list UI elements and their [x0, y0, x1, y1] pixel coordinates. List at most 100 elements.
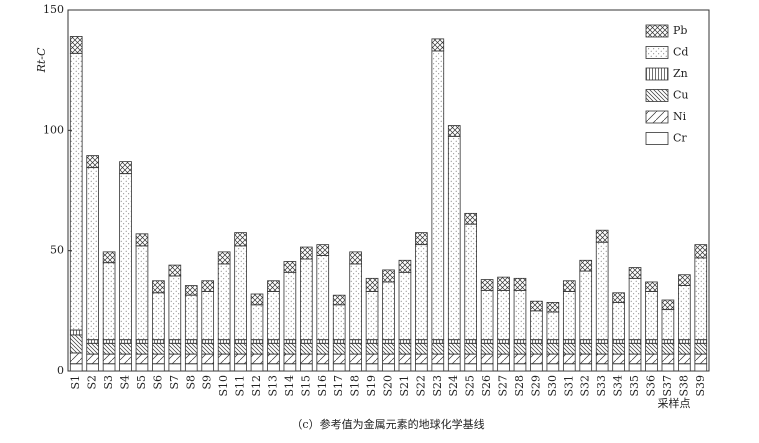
x-tick-label: S8 — [184, 375, 197, 390]
x-tick-label: S38 — [677, 375, 690, 397]
legend-swatch — [645, 132, 669, 145]
bar-segment — [365, 363, 379, 372]
bar-segment — [595, 363, 609, 372]
legend-label: Cr — [673, 132, 687, 145]
bar-segment — [365, 339, 379, 344]
bar-segment — [250, 339, 264, 344]
bar-segment — [184, 294, 198, 341]
bar-segment — [382, 353, 395, 365]
bar-segment — [612, 363, 625, 372]
bar-segment — [184, 363, 198, 372]
bar-segment — [234, 232, 247, 247]
legend-label: Zn — [673, 67, 688, 80]
bar-segment — [579, 259, 593, 272]
bar-segment — [562, 339, 576, 344]
x-tick-label: S18 — [349, 375, 362, 397]
bar-segment — [694, 363, 708, 372]
bar-segment — [332, 294, 346, 306]
y-tick-label: 100 — [43, 123, 64, 136]
bar-segment — [267, 339, 280, 344]
bar-segment — [480, 339, 494, 344]
bar-segment — [168, 363, 182, 372]
bar-segment — [234, 245, 247, 341]
bar-segment — [69, 52, 83, 331]
bar-segment — [497, 342, 510, 355]
bar-segment — [300, 258, 313, 341]
bar-segment — [694, 244, 708, 259]
bar-segment — [234, 363, 247, 372]
bar-segment — [86, 363, 99, 372]
bar-segment — [678, 342, 691, 355]
bar-segment — [250, 363, 264, 372]
bar-segment — [316, 353, 330, 365]
bar-segment — [135, 339, 149, 344]
bar-segment — [152, 353, 165, 365]
bar-segment — [69, 363, 83, 372]
bar-segment — [694, 353, 708, 365]
bar-segment — [661, 309, 675, 341]
bar-segment — [546, 363, 560, 372]
bar-segment — [135, 342, 149, 355]
bar-segment — [513, 277, 527, 291]
bar-segment — [234, 342, 247, 355]
y-tick-label: 150 — [43, 3, 64, 16]
x-tick-label: S15 — [299, 375, 312, 397]
bar-segment — [234, 339, 247, 344]
bar-segment — [546, 339, 560, 344]
bar-segment — [431, 339, 445, 344]
bar-segment — [530, 353, 543, 365]
x-tick-label: S31 — [562, 375, 575, 397]
legend-label: Pb — [673, 24, 687, 37]
bar-segment — [382, 339, 395, 344]
bar-segment — [135, 363, 149, 372]
bar-segment — [628, 277, 642, 341]
bar-segment — [678, 339, 691, 344]
x-tick-label: S27 — [497, 375, 510, 397]
x-tick-label: S3 — [102, 375, 115, 390]
bar-segment — [250, 342, 264, 355]
bar-segment — [513, 289, 527, 341]
bar-segment — [431, 342, 445, 355]
bar-segment — [645, 281, 658, 292]
bar-segment — [69, 334, 83, 354]
bar-segment — [152, 339, 165, 344]
x-tick-label: S23 — [431, 375, 444, 397]
bar-segment — [431, 38, 445, 52]
bar-segment — [612, 292, 625, 303]
bar-segment — [86, 339, 99, 344]
bar-segment — [349, 339, 362, 344]
x-tick-label: S14 — [283, 375, 296, 397]
bar-segment — [546, 302, 560, 313]
bar-segment — [694, 257, 708, 341]
x-tick-label: S13 — [266, 375, 279, 397]
x-tick-label: S36 — [644, 375, 657, 397]
x-tick-label: S21 — [398, 375, 411, 397]
x-tick-label: S12 — [250, 375, 263, 397]
bar-segment — [102, 363, 116, 372]
bar-segment — [464, 363, 477, 372]
y-tick-label: 50 — [50, 244, 64, 257]
bar-segment — [102, 339, 116, 344]
x-tick-label: S11 — [234, 375, 247, 397]
bar-segment — [135, 233, 149, 247]
legend-swatch — [645, 110, 669, 124]
bar-segment — [250, 304, 264, 341]
bar-segment — [332, 353, 346, 365]
x-tick-label: S16 — [316, 375, 329, 397]
bar-segment — [579, 363, 593, 372]
bar-segment — [332, 304, 346, 341]
x-tick-label: S29 — [529, 375, 542, 397]
bar-segment — [267, 291, 280, 341]
bar-segment — [152, 292, 165, 341]
bar-segment — [595, 229, 609, 243]
bar-segment — [661, 299, 675, 311]
bar-segment — [415, 363, 428, 372]
legend-label: Cu — [673, 89, 689, 102]
bar-segment — [217, 263, 231, 341]
bar-segment — [349, 263, 362, 341]
bar-segment — [546, 311, 560, 341]
bar-segment — [382, 342, 395, 355]
bar-segment — [349, 353, 362, 365]
bar-segment — [678, 363, 691, 372]
bar-segment — [464, 223, 477, 341]
